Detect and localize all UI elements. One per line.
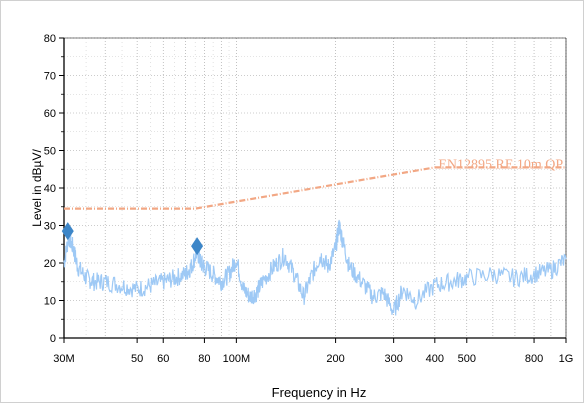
y-tick-label: 40 (44, 183, 56, 195)
x-tick-label: 30M (53, 353, 74, 365)
y-tick-label: 30 (44, 221, 56, 233)
y-axis-title: Level in dBµV/ (30, 149, 44, 227)
measurement-trace (63, 219, 567, 316)
peak-marker (191, 237, 204, 256)
x-tick-label: 500 (458, 353, 476, 365)
x-tick-label: 1G (559, 353, 574, 365)
y-tick-label: 10 (44, 296, 56, 308)
y-tick-label: 0 (50, 333, 56, 345)
peak-marker (61, 222, 74, 241)
y-tick-label: 50 (44, 146, 56, 158)
limit-line-label: EN12895 RE 10m QP (438, 157, 563, 172)
y-tick-label: 70 (44, 71, 56, 83)
y-tick-labels: 0 10 20 30 40 50 60 70 80 (44, 33, 56, 345)
x-axis-title: Frequency in Hz (272, 385, 367, 400)
y-tick-label: 20 (44, 258, 56, 270)
limit-layer: EN12895 RE 10m QP (64, 157, 566, 210)
x-tick-label: 800 (525, 353, 543, 365)
x-tick-label: 100M (223, 353, 251, 365)
series-layer (63, 219, 567, 316)
y-tick-label: 60 (44, 108, 56, 120)
x-tick-label: 300 (384, 353, 402, 365)
axes (59, 37, 567, 343)
x-tick-label: 60 (157, 353, 169, 365)
x-tick-label: 400 (426, 353, 444, 365)
x-tick-labels: 30M 50 60 80 100M 200 300 400 500 800 1G (53, 353, 573, 365)
y-tick-label: 80 (44, 33, 56, 45)
x-tick-label: 200 (326, 353, 344, 365)
x-tick-label: 50 (131, 353, 143, 365)
x-tick-label: 80 (198, 353, 210, 365)
marker-layer (61, 222, 204, 256)
